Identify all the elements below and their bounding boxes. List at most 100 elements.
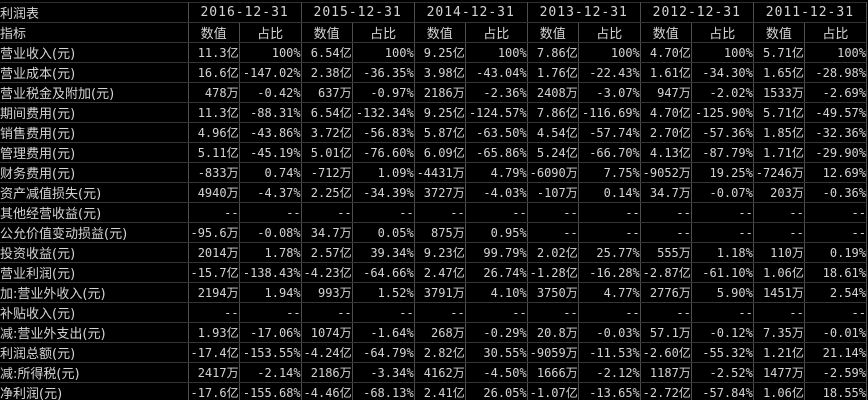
- value-cell: 1.21亿: [752, 342, 805, 363]
- value-cell: 875万: [413, 222, 466, 243]
- ratio-column-header: 占比: [238, 22, 302, 43]
- value-cell: 1.76亿: [526, 62, 579, 83]
- ratio-cell: 21.14%: [803, 342, 868, 363]
- ratio-cell: -76.60%: [351, 142, 415, 163]
- ratio-cell: 0.74%: [238, 162, 302, 183]
- ratio-cell: --: [803, 202, 868, 223]
- value-cell: 7.86亿: [526, 102, 579, 123]
- value-column-header: 数值: [526, 22, 579, 43]
- table-body: 营业收入(元) 11.3亿 100% 6.54亿 100% 9.25亿 100% 7.86亿 1…: [0, 42, 868, 400]
- value-cell: --: [300, 302, 353, 323]
- ratio-cell: 18.61%: [803, 262, 868, 283]
- value-cell: 2.82亿: [413, 342, 466, 363]
- value-cell: 6.54亿: [300, 102, 353, 123]
- value-cell: 9.25亿: [413, 42, 466, 63]
- ratio-cell: 4.10%: [464, 282, 528, 303]
- ratio-cell: -0.08%: [238, 222, 302, 243]
- value-cell: --: [413, 302, 466, 323]
- value-cell: --: [526, 222, 579, 243]
- ratio-cell: -64.66%: [351, 262, 415, 283]
- ratio-cell: -0.29%: [464, 322, 528, 343]
- table-row: 加:营业外收入(元) 2194万 1.94% 993万 1.52% 3791万 4.10% 3…: [0, 282, 868, 303]
- value-cell: 993万: [300, 282, 353, 303]
- ratio-cell: -4.37%: [238, 182, 302, 203]
- value-cell: --: [639, 302, 692, 323]
- ratio-cell: 4.79%: [464, 162, 528, 183]
- ratio-cell: -2.12%: [577, 362, 641, 383]
- value-cell: 2.25亿: [300, 182, 353, 203]
- ratio-cell: 1.09%: [351, 162, 415, 183]
- ratio-cell: --: [577, 302, 641, 323]
- ratio-cell: -0.01%: [803, 322, 868, 343]
- ratio-cell: --: [690, 202, 754, 223]
- ratio-cell: 30.55%: [464, 342, 528, 363]
- value-cell: 1451万: [752, 282, 805, 303]
- value-cell: 947万: [639, 82, 692, 103]
- ratio-cell: -63.50%: [464, 122, 528, 143]
- value-cell: 20.8万: [526, 322, 579, 343]
- value-cell: --: [526, 202, 579, 223]
- ratio-cell: -17.06%: [238, 322, 302, 343]
- row-label: 补贴收入(元): [0, 302, 189, 323]
- ratio-cell: 5.90%: [690, 282, 754, 303]
- value-cell: 2.41亿: [413, 382, 466, 400]
- row-label: 减:所得税(元): [0, 362, 189, 383]
- value-cell: 5.71亿: [752, 102, 805, 123]
- row-label: 减:营业外支出(元): [0, 322, 189, 343]
- ratio-cell: -3.07%: [577, 82, 641, 103]
- date-header-2012: 2012-12-31: [639, 2, 754, 23]
- value-cell: 2.02亿: [526, 242, 579, 263]
- ratio-cell: --: [577, 222, 641, 243]
- date-header-2016: 2016-12-31: [187, 2, 302, 23]
- value-cell: --: [639, 202, 692, 223]
- table-row: 期间费用(元) 11.3亿 -88.31% 6.54亿 -132.34% 9.25亿 -12…: [0, 102, 868, 123]
- ratio-cell: -2.59%: [803, 362, 868, 383]
- row-label: 投资收益(元): [0, 242, 189, 263]
- row-label: 利润总额(元): [0, 342, 189, 363]
- value-cell: 4.54亿: [526, 122, 579, 143]
- table-row: 减:营业外支出(元) 1.93亿 -17.06% 1074万 -1.64% 268万 -0.…: [0, 322, 868, 343]
- value-cell: 203万: [752, 182, 805, 203]
- ratio-cell: -57.84%: [690, 382, 754, 400]
- table-row: 营业成本(元) 16.6亿 -147.02% 2.38亿 -36.35% 3.98亿 -43…: [0, 62, 868, 83]
- ratio-cell: -132.34%: [351, 102, 415, 123]
- ratio-cell: 1.94%: [238, 282, 302, 303]
- value-cell: 2194万: [187, 282, 240, 303]
- ratio-cell: -49.57%: [803, 102, 868, 123]
- value-cell: -2.72亿: [639, 382, 692, 400]
- ratio-cell: --: [464, 202, 528, 223]
- value-cell: --: [187, 202, 240, 223]
- table-row: 财务费用(元) -833万 0.74% -712万 1.09% -4431万 4.79% -6…: [0, 162, 868, 183]
- row-label: 营业收入(元): [0, 42, 189, 63]
- value-cell: 3.98亿: [413, 62, 466, 83]
- ratio-cell: -125.90%: [690, 102, 754, 123]
- ratio-cell: 19.25%: [690, 162, 754, 183]
- date-header-2015: 2015-12-31: [300, 2, 415, 23]
- value-column-header: 数值: [413, 22, 466, 43]
- indicator-header: 指标: [0, 22, 189, 43]
- value-cell: --: [300, 202, 353, 223]
- value-cell: 110万: [752, 242, 805, 263]
- ratio-column-header: 占比: [577, 22, 641, 43]
- ratio-cell: 7.75%: [577, 162, 641, 183]
- ratio-cell: -4.50%: [464, 362, 528, 383]
- value-cell: -17.6亿: [187, 382, 240, 400]
- ratio-cell: -2.02%: [690, 82, 754, 103]
- ratio-cell: -0.07%: [690, 182, 754, 203]
- ratio-cell: -36.35%: [351, 62, 415, 83]
- ratio-cell: -28.98%: [803, 62, 868, 83]
- value-cell: 2408万: [526, 82, 579, 103]
- table-row: 投资收益(元) 2014万 1.78% 2.57亿 39.34% 9.23亿 99.79% 2…: [0, 242, 868, 263]
- ratio-cell: 100%: [690, 42, 754, 63]
- value-cell: 1.85亿: [752, 122, 805, 143]
- ratio-cell: -57.74%: [577, 122, 641, 143]
- ratio-column-header: 占比: [464, 22, 528, 43]
- ratio-cell: 1.52%: [351, 282, 415, 303]
- value-cell: 5.71亿: [752, 42, 805, 63]
- table-row: 资产减值损失(元) 4940万 -4.37% 2.25亿 -34.39% 3727万 -4.…: [0, 182, 868, 203]
- value-cell: 57.1万: [639, 322, 692, 343]
- value-cell: --: [639, 222, 692, 243]
- value-cell: 4940万: [187, 182, 240, 203]
- value-cell: -1.07亿: [526, 382, 579, 400]
